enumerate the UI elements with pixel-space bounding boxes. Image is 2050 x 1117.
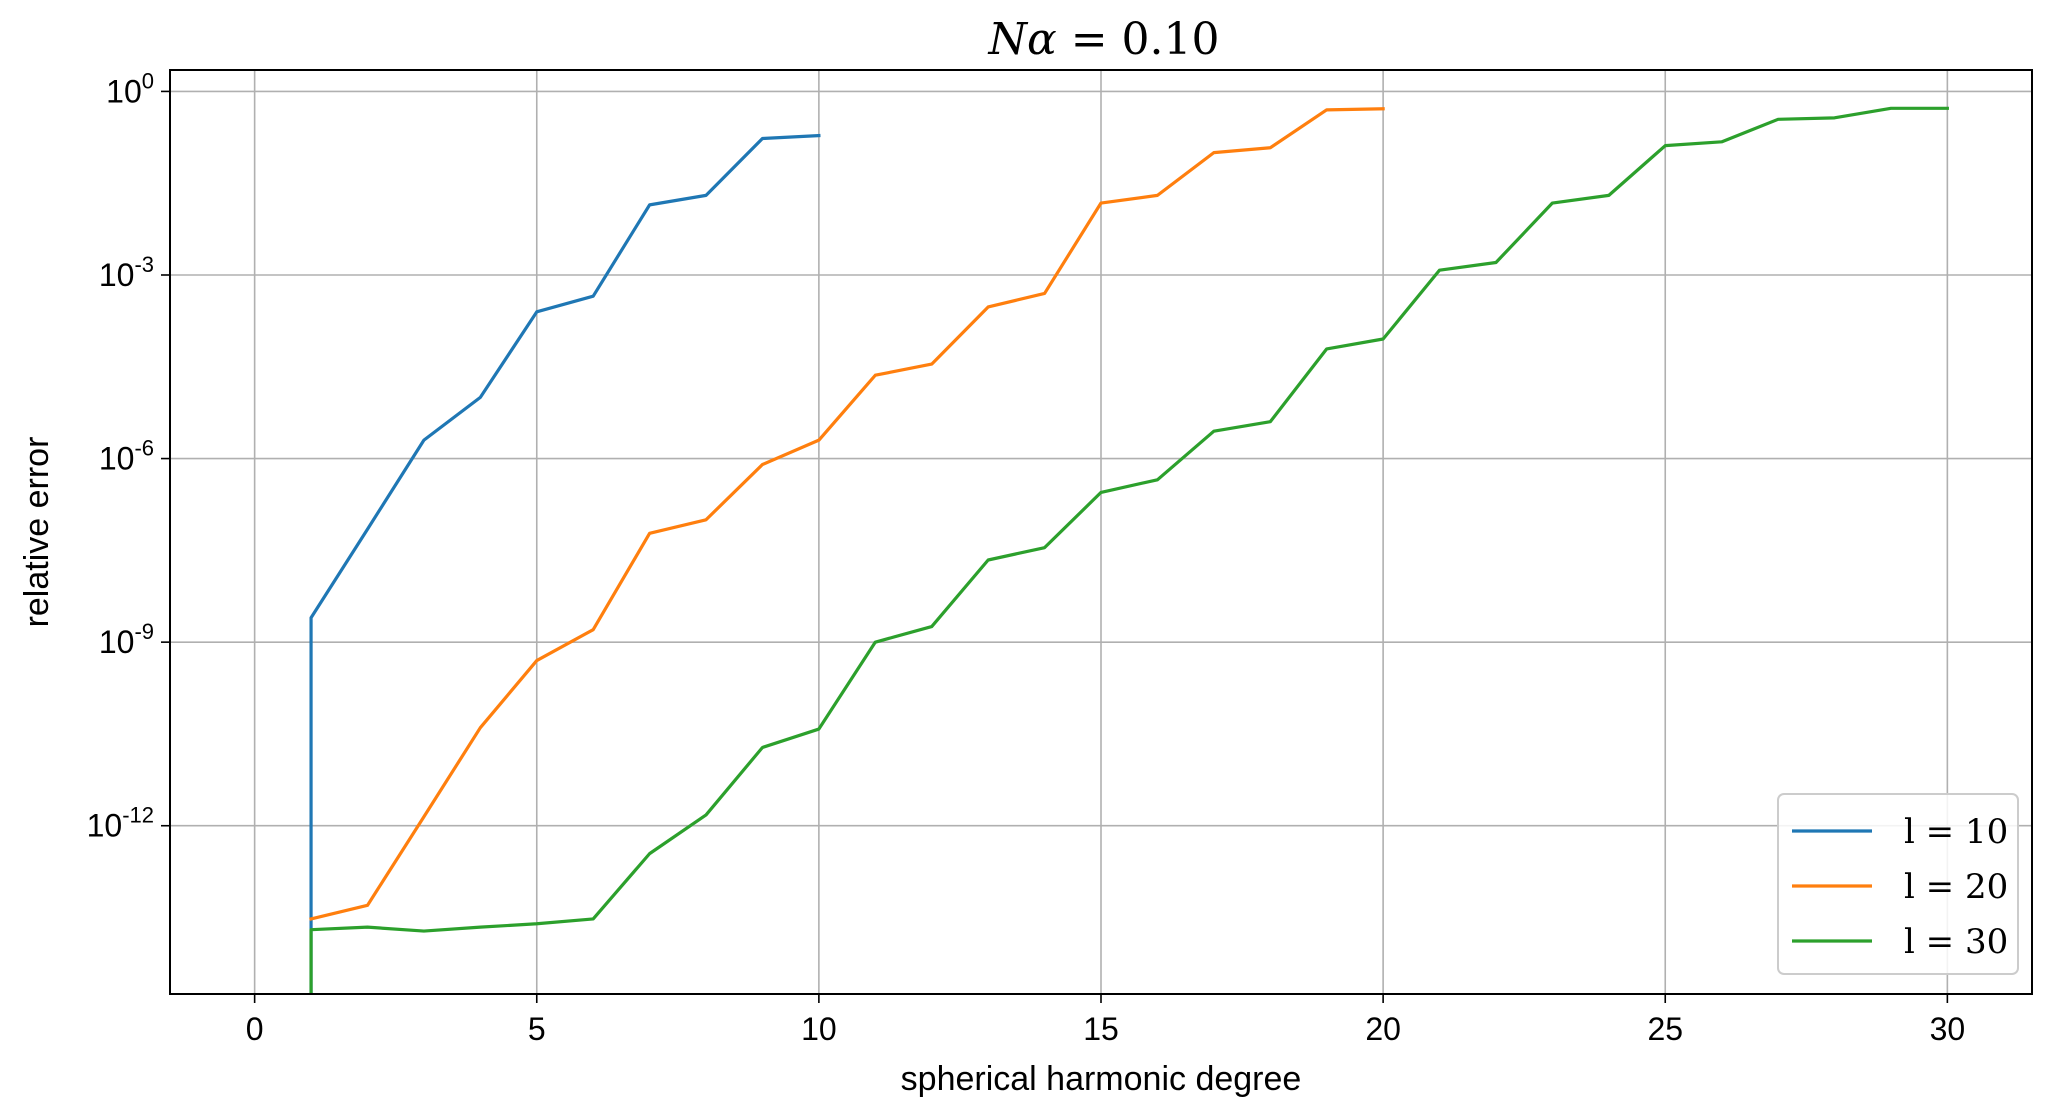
x-tick-label: 25 [1647, 1011, 1683, 1047]
legend: l = 10 l = 20 l = 30 [1777, 793, 2019, 975]
x-tick-label: 10 [801, 1011, 837, 1047]
chart-title: Nα = 0.10 [987, 14, 1219, 65]
series-lines [309, 106, 1949, 994]
x-tick-label: 5 [528, 1011, 546, 1047]
y-tick-label: 10-12 [87, 803, 154, 844]
y-tick-label: 10-6 [99, 436, 154, 477]
legend-box [1777, 793, 2019, 975]
y-axis-ticks: 100 10-3 10-6 10-9 10-12 [87, 68, 170, 844]
x-tick-label: 15 [1083, 1011, 1119, 1047]
grid-lines [170, 70, 2032, 994]
x-axis-ticks: 0 5 10 15 20 25 30 [246, 994, 1965, 1047]
y-tick-label: 10-3 [99, 252, 154, 293]
legend-label-3: l = 30 [1904, 922, 2008, 962]
y-tick-label: 100 [106, 68, 154, 109]
series-line-3 [309, 106, 1949, 994]
y-tick-label: 10-9 [99, 619, 154, 660]
y-axis-label: relative error [18, 437, 56, 628]
legend-label-1: l = 10 [1904, 812, 2008, 852]
x-tick-label: 30 [1930, 1011, 1966, 1047]
legend-label-2: l = 20 [1904, 867, 2008, 907]
x-tick-label: 0 [246, 1011, 264, 1047]
x-tick-label: 20 [1365, 1011, 1401, 1047]
series-line-1 [309, 133, 821, 994]
x-axis-label: spherical harmonic degree [901, 1060, 1302, 1098]
series-line-2 [309, 107, 1385, 921]
